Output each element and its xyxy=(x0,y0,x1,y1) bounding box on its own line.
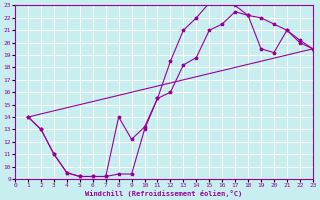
X-axis label: Windchill (Refroidissement éolien,°C): Windchill (Refroidissement éolien,°C) xyxy=(85,190,243,197)
